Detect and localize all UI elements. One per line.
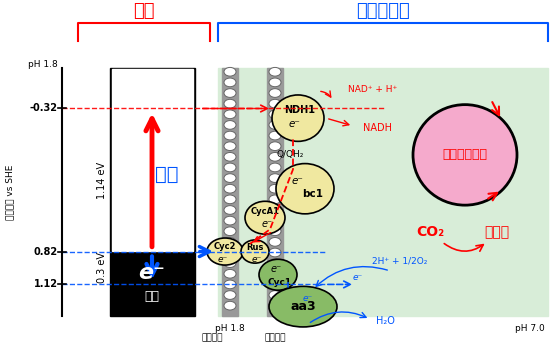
Text: 電流: 電流 <box>155 165 179 184</box>
Ellipse shape <box>269 227 281 236</box>
Ellipse shape <box>269 286 337 327</box>
Text: 電極: 電極 <box>145 290 160 303</box>
Text: Q/QH₂: Q/QH₂ <box>276 150 304 159</box>
Text: e⁻: e⁻ <box>271 264 282 274</box>
Ellipse shape <box>224 121 236 129</box>
Ellipse shape <box>269 78 281 87</box>
Text: 1.12: 1.12 <box>34 279 58 290</box>
Ellipse shape <box>269 67 281 76</box>
Ellipse shape <box>269 89 281 97</box>
Ellipse shape <box>269 174 281 182</box>
Text: e⁻: e⁻ <box>288 119 300 129</box>
Text: 2H⁺ + 1/2O₂: 2H⁺ + 1/2O₂ <box>372 257 428 266</box>
Text: e⁻: e⁻ <box>303 295 313 303</box>
Ellipse shape <box>224 227 236 236</box>
Ellipse shape <box>224 238 236 246</box>
Ellipse shape <box>224 291 236 299</box>
Ellipse shape <box>269 184 281 193</box>
Ellipse shape <box>224 248 236 257</box>
Ellipse shape <box>207 238 243 265</box>
Ellipse shape <box>276 164 334 214</box>
Text: Rus: Rus <box>246 243 263 252</box>
Ellipse shape <box>224 174 236 182</box>
Bar <box>112 69 193 251</box>
Ellipse shape <box>224 67 236 76</box>
Text: pH 1.8: pH 1.8 <box>215 324 245 333</box>
Text: 細胞内膜: 細胞内膜 <box>264 334 286 343</box>
Ellipse shape <box>241 240 269 263</box>
Ellipse shape <box>269 301 281 310</box>
Ellipse shape <box>224 301 236 310</box>
Ellipse shape <box>269 153 281 161</box>
Ellipse shape <box>259 259 297 290</box>
Ellipse shape <box>224 153 236 161</box>
Text: 電極: 電極 <box>133 1 155 19</box>
Ellipse shape <box>269 269 281 278</box>
Ellipse shape <box>269 121 281 129</box>
Ellipse shape <box>224 89 236 97</box>
Text: CycA1: CycA1 <box>250 207 279 216</box>
Text: e⁻: e⁻ <box>139 263 166 283</box>
Ellipse shape <box>224 184 236 193</box>
Bar <box>110 68 195 316</box>
Text: 1.14 eV: 1.14 eV <box>97 161 107 199</box>
Ellipse shape <box>269 259 281 268</box>
Text: Cyc2: Cyc2 <box>214 242 236 251</box>
Ellipse shape <box>269 142 281 150</box>
Text: 0.3 eV: 0.3 eV <box>97 252 107 284</box>
Text: NAD⁺ + H⁺: NAD⁺ + H⁺ <box>348 85 398 94</box>
Text: -0.32: -0.32 <box>30 103 58 114</box>
Ellipse shape <box>224 142 236 150</box>
Bar <box>267 68 283 316</box>
Text: aa3: aa3 <box>290 300 316 313</box>
Ellipse shape <box>269 248 281 257</box>
Ellipse shape <box>224 259 236 268</box>
Text: H₂O: H₂O <box>376 316 394 326</box>
Ellipse shape <box>269 291 281 299</box>
Text: ケルビン回路: ケルビン回路 <box>443 148 487 161</box>
Ellipse shape <box>269 238 281 246</box>
Ellipse shape <box>269 280 281 289</box>
Ellipse shape <box>224 131 236 140</box>
Text: 細胞の内部: 細胞の内部 <box>356 1 410 19</box>
Ellipse shape <box>269 131 281 140</box>
Ellipse shape <box>269 99 281 108</box>
Ellipse shape <box>269 110 281 119</box>
Ellipse shape <box>224 280 236 289</box>
Ellipse shape <box>269 206 281 214</box>
Text: 有機物: 有機物 <box>485 225 509 239</box>
Ellipse shape <box>224 195 236 204</box>
Ellipse shape <box>224 99 236 108</box>
Ellipse shape <box>224 269 236 278</box>
Bar <box>218 68 548 316</box>
Text: e⁻: e⁻ <box>218 255 228 264</box>
Text: NADH: NADH <box>364 123 393 133</box>
Text: 電極電位 vs SHE: 電極電位 vs SHE <box>6 164 14 220</box>
Text: e⁻: e⁻ <box>353 273 363 282</box>
Text: pH 7.0: pH 7.0 <box>515 324 545 333</box>
Ellipse shape <box>224 78 236 87</box>
Ellipse shape <box>224 110 236 119</box>
Text: Cyc1: Cyc1 <box>268 278 292 287</box>
Text: NDH1: NDH1 <box>284 105 316 115</box>
Ellipse shape <box>413 105 517 205</box>
Ellipse shape <box>224 163 236 172</box>
Text: CO₂: CO₂ <box>416 225 444 239</box>
Ellipse shape <box>272 95 324 141</box>
Text: pH 1.8: pH 1.8 <box>28 59 58 69</box>
Ellipse shape <box>245 201 285 234</box>
Text: e⁻: e⁻ <box>291 176 303 186</box>
Ellipse shape <box>269 163 281 172</box>
Text: 細胞外膜: 細胞外膜 <box>201 334 223 343</box>
Ellipse shape <box>224 206 236 214</box>
Ellipse shape <box>269 216 281 225</box>
Text: e⁻: e⁻ <box>261 219 273 229</box>
Ellipse shape <box>269 195 281 204</box>
Text: e⁻: e⁻ <box>252 255 262 264</box>
Bar <box>222 68 238 316</box>
Text: 0.82: 0.82 <box>34 246 58 257</box>
Ellipse shape <box>224 216 236 225</box>
Text: bc1: bc1 <box>302 189 323 199</box>
